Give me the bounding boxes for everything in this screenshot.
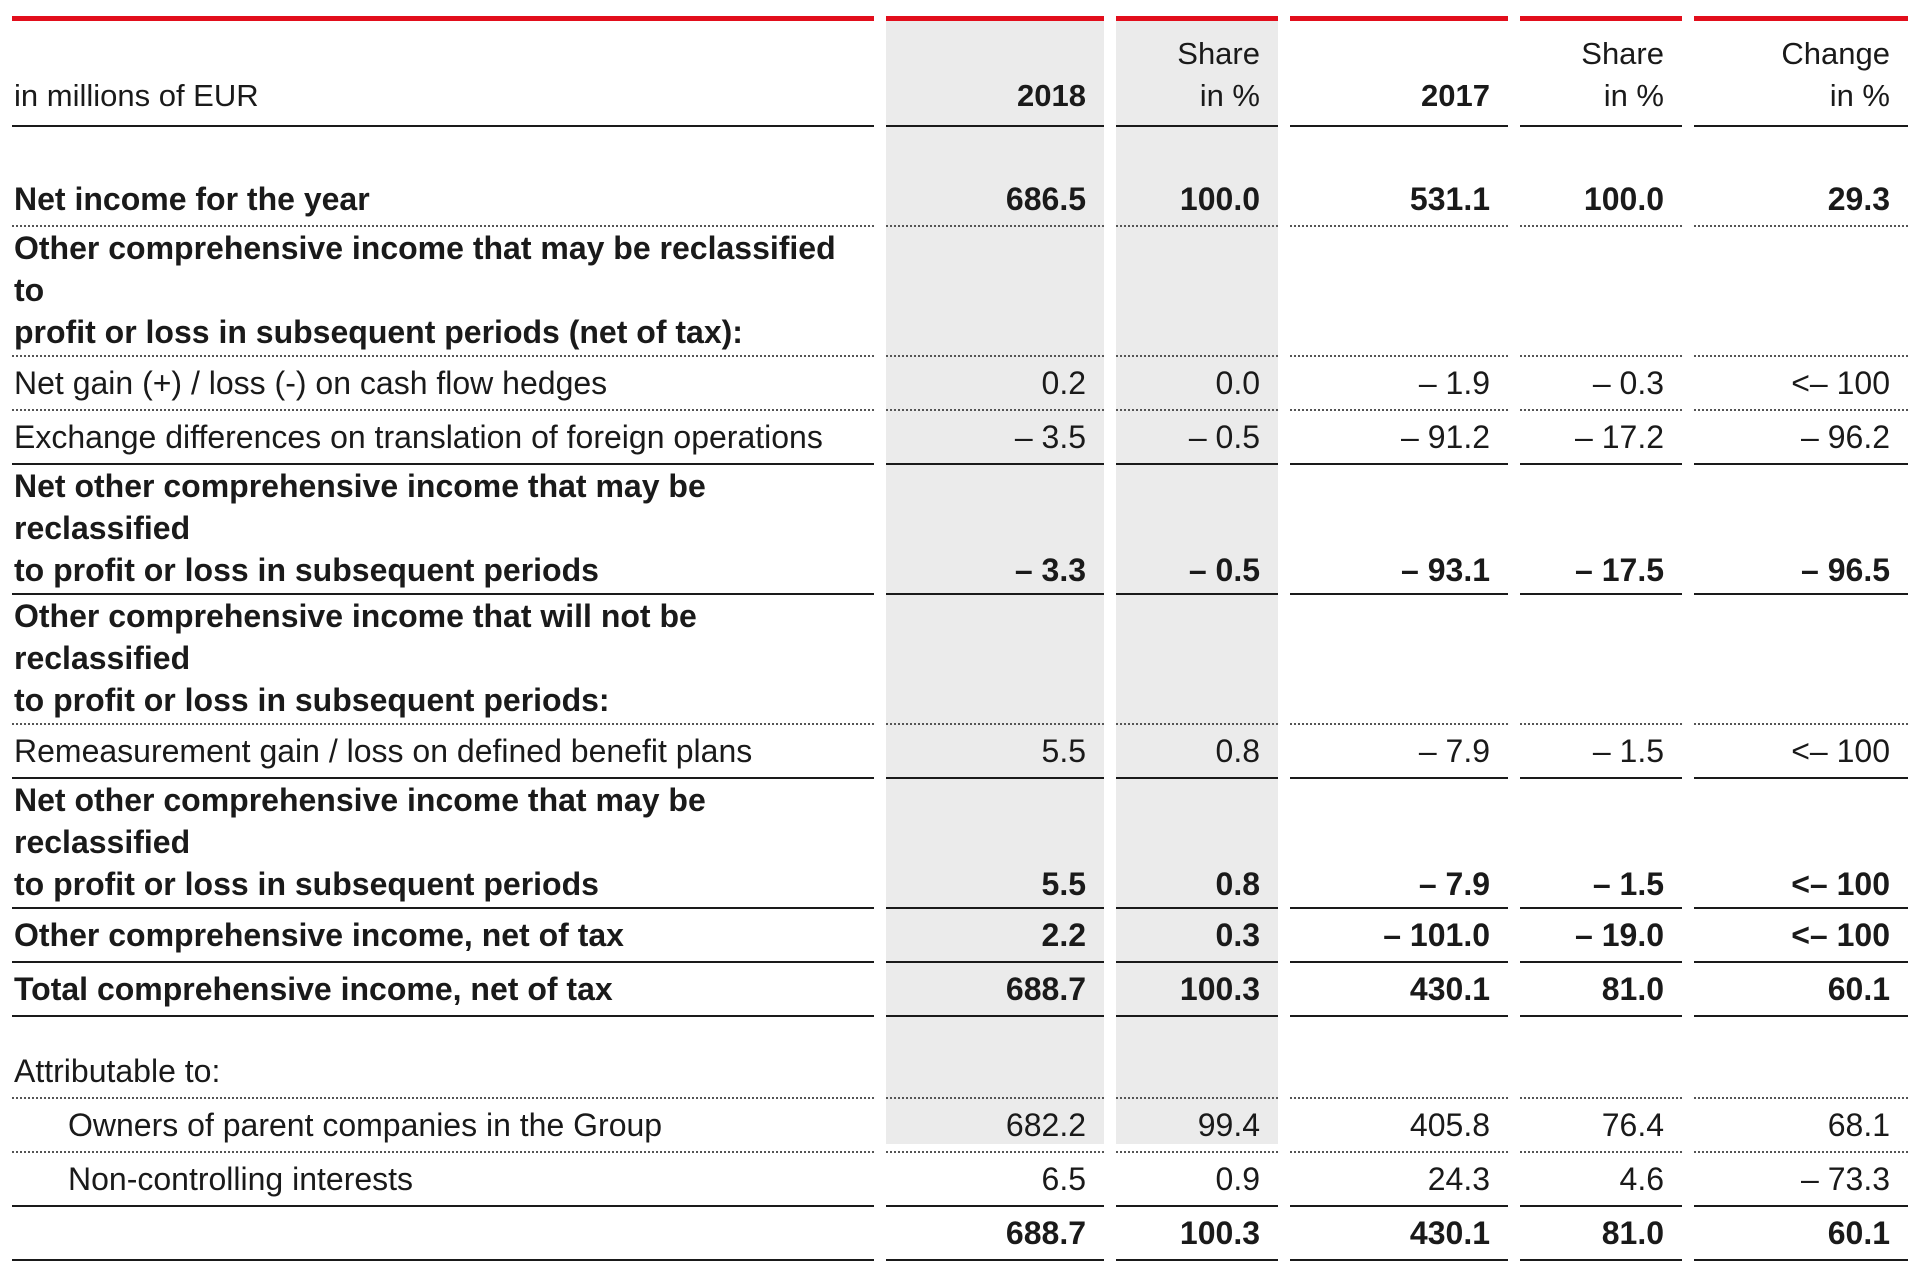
comprehensive-income-table: in millions of EUR 2018 Share in % 2017 S… [12,16,1908,1261]
table-row: Net gain (+) / loss (-) on cash flow hed… [12,357,1908,411]
table-row: 688.7 100.3 430.1 81.0 60.1 [12,1207,1908,1261]
unit-label: in millions of EUR [12,16,874,127]
table-row: Other comprehensive income that may be r… [12,227,1908,357]
table-row: Remeasurement gain / loss on defined ben… [12,725,1908,779]
table-row: Attributable to: [12,1017,1908,1099]
shade-2018 [886,16,1104,1144]
table-row: Non-controlling interests 6.5 0.9 24.3 4… [12,1153,1908,1207]
col-share-2018: Share in % [1116,16,1278,127]
table-row: Other comprehensive income that will not… [12,595,1908,725]
col-share-2017: Share in % [1520,16,1682,127]
table-row: Net income for the year 686.5 100.0 531.… [12,127,1908,227]
col-2017: 2017 [1290,16,1508,127]
shade-share-2018 [1116,16,1278,1144]
table-row: Net other comprehensive income that may … [12,779,1908,909]
header-row: in millions of EUR 2018 Share in % 2017 S… [12,16,1908,127]
col-2018: 2018 [886,16,1104,127]
col-change: Change in % [1694,16,1908,127]
table-row: Other comprehensive income, net of tax 2… [12,909,1908,963]
table-row: Exchange differences on translation of f… [12,411,1908,465]
table-row: Net other comprehensive income that may … [12,465,1908,595]
table-row: Total comprehensive income, net of tax 6… [12,963,1908,1017]
table-row: Owners of parent companies in the Group … [12,1099,1908,1153]
